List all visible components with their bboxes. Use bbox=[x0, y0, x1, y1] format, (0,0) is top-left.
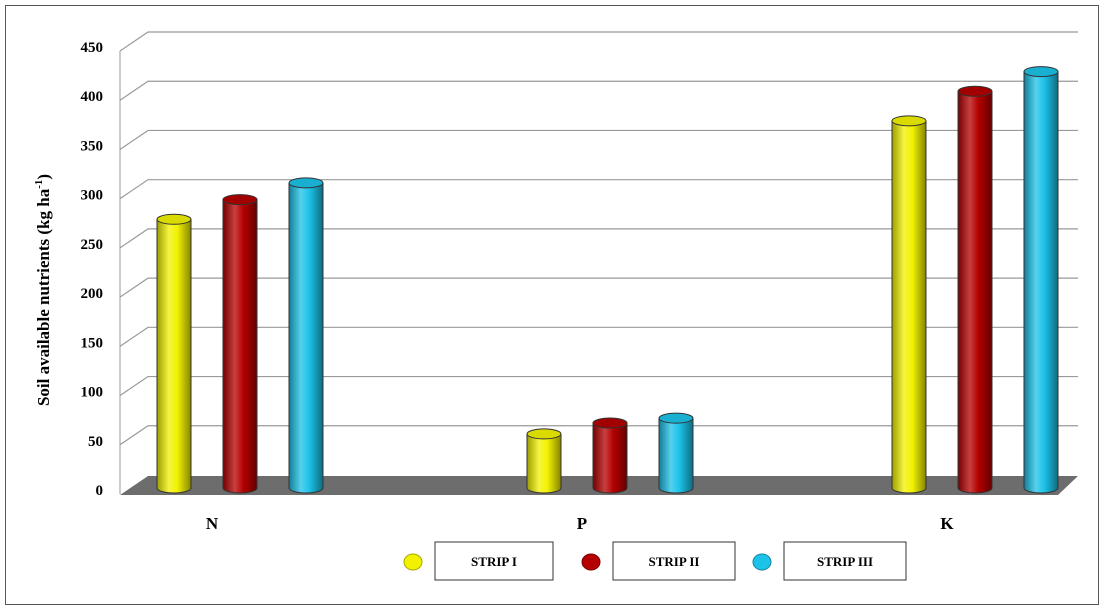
legend-swatch bbox=[403, 553, 423, 571]
legend-item-2: STRIP III bbox=[752, 541, 907, 581]
bar-top bbox=[957, 85, 993, 97]
y-tick-label: 450 bbox=[81, 40, 104, 56]
bar-top bbox=[156, 213, 192, 225]
legend-item-1: STRIP II bbox=[581, 541, 736, 581]
bar-K-0 bbox=[891, 115, 927, 494]
legend-item-0: STRIP I bbox=[403, 541, 554, 581]
legend: STRIP I STRIP II STRIP III bbox=[403, 541, 907, 581]
bar-P-1 bbox=[592, 417, 628, 494]
bar-body bbox=[592, 422, 628, 494]
legend-label: STRIP III bbox=[817, 554, 873, 569]
gridline bbox=[119, 80, 1078, 101]
bar-P-2 bbox=[658, 412, 694, 494]
bar-top bbox=[222, 194, 258, 206]
bar-K-1 bbox=[957, 85, 993, 494]
bar-top bbox=[288, 177, 324, 189]
y-tick-label: 400 bbox=[81, 89, 104, 105]
legend-box bbox=[612, 541, 736, 581]
gridline bbox=[119, 326, 1078, 347]
gridlines bbox=[119, 31, 1078, 494]
legend-swatch bbox=[581, 553, 601, 571]
bar-body bbox=[222, 199, 258, 494]
y-tick-label: 150 bbox=[81, 335, 104, 351]
bar-N-1 bbox=[222, 194, 258, 494]
bar-top bbox=[891, 115, 927, 127]
bar-body bbox=[658, 417, 694, 494]
legend-swatch bbox=[752, 553, 772, 571]
bar-K-2 bbox=[1023, 66, 1059, 494]
bar-body bbox=[891, 120, 927, 494]
legend-label: STRIP II bbox=[649, 554, 700, 569]
y-tick-label: 50 bbox=[88, 434, 103, 450]
bar-body bbox=[156, 218, 192, 494]
bar-body bbox=[1023, 71, 1059, 494]
gridline bbox=[119, 129, 1078, 150]
gridline bbox=[119, 375, 1078, 397]
gridline bbox=[119, 31, 1078, 52]
x-category-label: P bbox=[577, 514, 587, 533]
bar-top bbox=[1023, 66, 1059, 78]
y-axis-ticks: 0 50 100 150 200 250 300 350 400 450 bbox=[81, 40, 104, 499]
bar-top bbox=[658, 412, 694, 424]
y-tick-label: 250 bbox=[81, 237, 104, 253]
y-tick-label: 0 bbox=[96, 483, 104, 499]
y-tick-label: 100 bbox=[81, 385, 104, 401]
x-category-label: N bbox=[206, 514, 219, 533]
bar-top bbox=[526, 428, 562, 440]
y-tick-label: 300 bbox=[81, 188, 104, 204]
gridline bbox=[119, 425, 1078, 446]
y-tick-label: 200 bbox=[81, 286, 104, 302]
bar-top bbox=[592, 417, 628, 429]
bar-body bbox=[957, 90, 993, 494]
legend-label: STRIP I bbox=[471, 554, 517, 569]
legend-box bbox=[434, 541, 554, 581]
legend-box bbox=[783, 541, 907, 581]
bars bbox=[156, 66, 1059, 494]
bar-body bbox=[288, 182, 324, 494]
y-axis-label: Soil available nutrients (kg ha-1) bbox=[33, 174, 53, 406]
bar-P-0 bbox=[526, 428, 562, 494]
gridline bbox=[119, 277, 1078, 298]
gridline bbox=[119, 179, 1078, 200]
gridline bbox=[119, 228, 1078, 249]
bar-N-2 bbox=[288, 177, 324, 494]
bar-N-0 bbox=[156, 213, 192, 494]
y-tick-label: 350 bbox=[81, 138, 104, 154]
bar-body bbox=[526, 433, 562, 494]
x-category-label: K bbox=[940, 514, 954, 533]
